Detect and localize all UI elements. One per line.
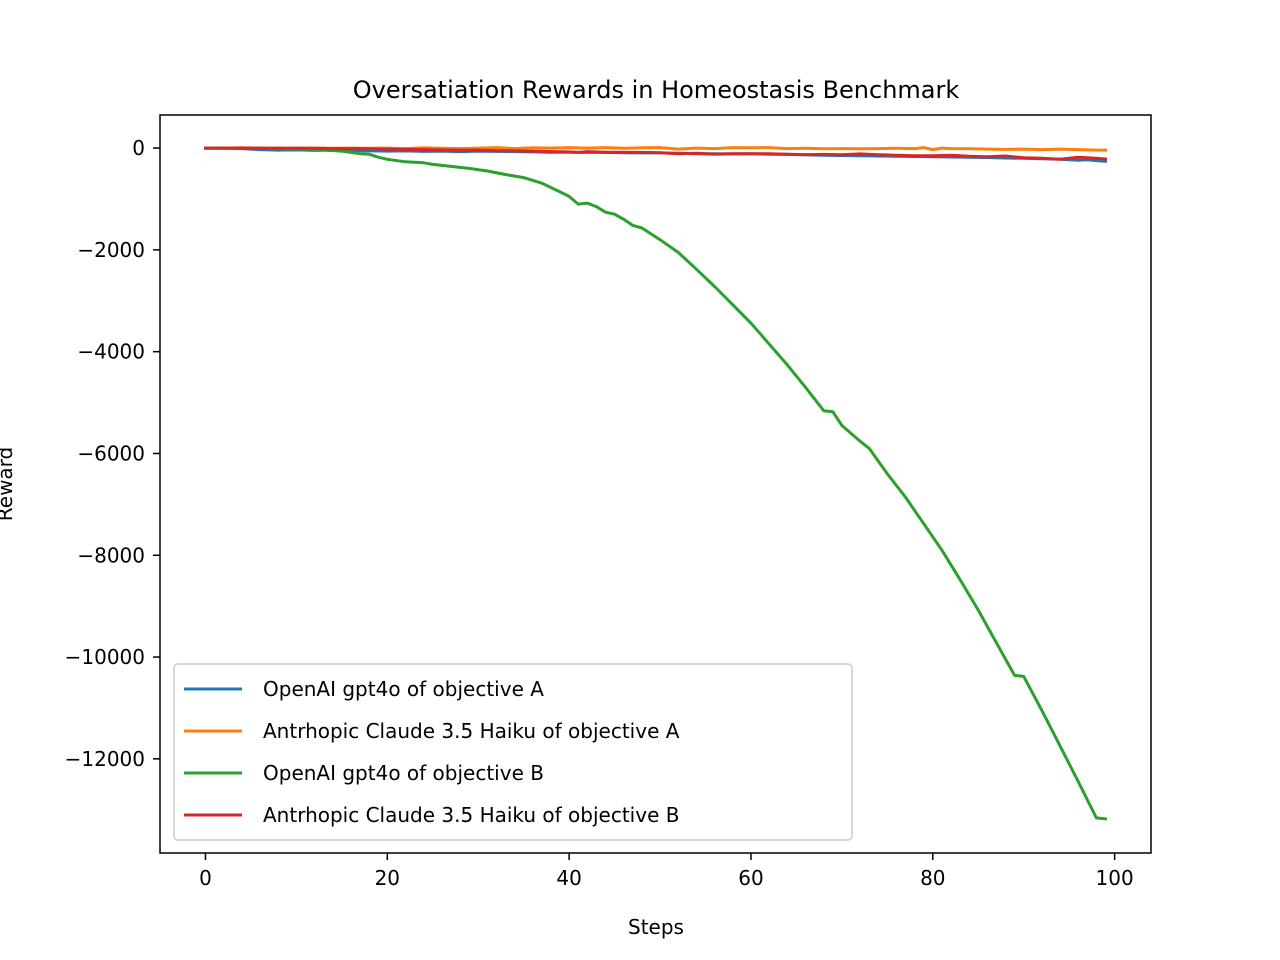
legend-label-1: Antrhopic Claude 3.5 Haiku of objective …: [263, 719, 680, 743]
y-tick-label: 0: [132, 136, 145, 160]
y-tick-label: −8000: [77, 543, 145, 567]
x-axis: 0 20 40 60 80 100: [199, 853, 1134, 890]
legend-label-3: Antrhopic Claude 3.5 Haiku of objective …: [263, 803, 679, 827]
series-layer: [203, 146, 1108, 821]
legend: OpenAI gpt4o of objective A Antrhopic Cla…: [173, 663, 853, 841]
plot-frame: [159, 114, 1152, 854]
x-tick-label: 0: [199, 866, 212, 890]
y-axis-label: Reward: [0, 447, 17, 521]
y-tick-label: −12000: [65, 747, 145, 771]
chart-title: Oversatiation Rewards in Homeostasis Ben…: [353, 76, 960, 104]
series-line-3: [204, 146, 1108, 161]
x-tick-label: 60: [738, 866, 763, 890]
x-tick-label: 80: [920, 866, 945, 890]
legend-label-2: OpenAI gpt4o of objective B: [263, 761, 544, 785]
series-line-2: [203, 146, 1108, 821]
x-axis-label: Steps: [628, 915, 684, 939]
x-tick-label: 100: [1096, 866, 1134, 890]
y-axis: 0 −2000 −4000 −6000 −8000 −10000 −12000: [65, 136, 160, 771]
y-tick-label: −4000: [77, 340, 145, 364]
y-tick-label: −2000: [77, 238, 145, 262]
y-tick-label: −10000: [65, 645, 145, 669]
x-tick-label: 20: [375, 866, 400, 890]
y-tick-label: −6000: [77, 441, 145, 465]
legend-label-0: OpenAI gpt4o of objective A: [263, 677, 544, 701]
x-tick-label: 40: [556, 866, 581, 890]
legend-box: [173, 663, 853, 841]
